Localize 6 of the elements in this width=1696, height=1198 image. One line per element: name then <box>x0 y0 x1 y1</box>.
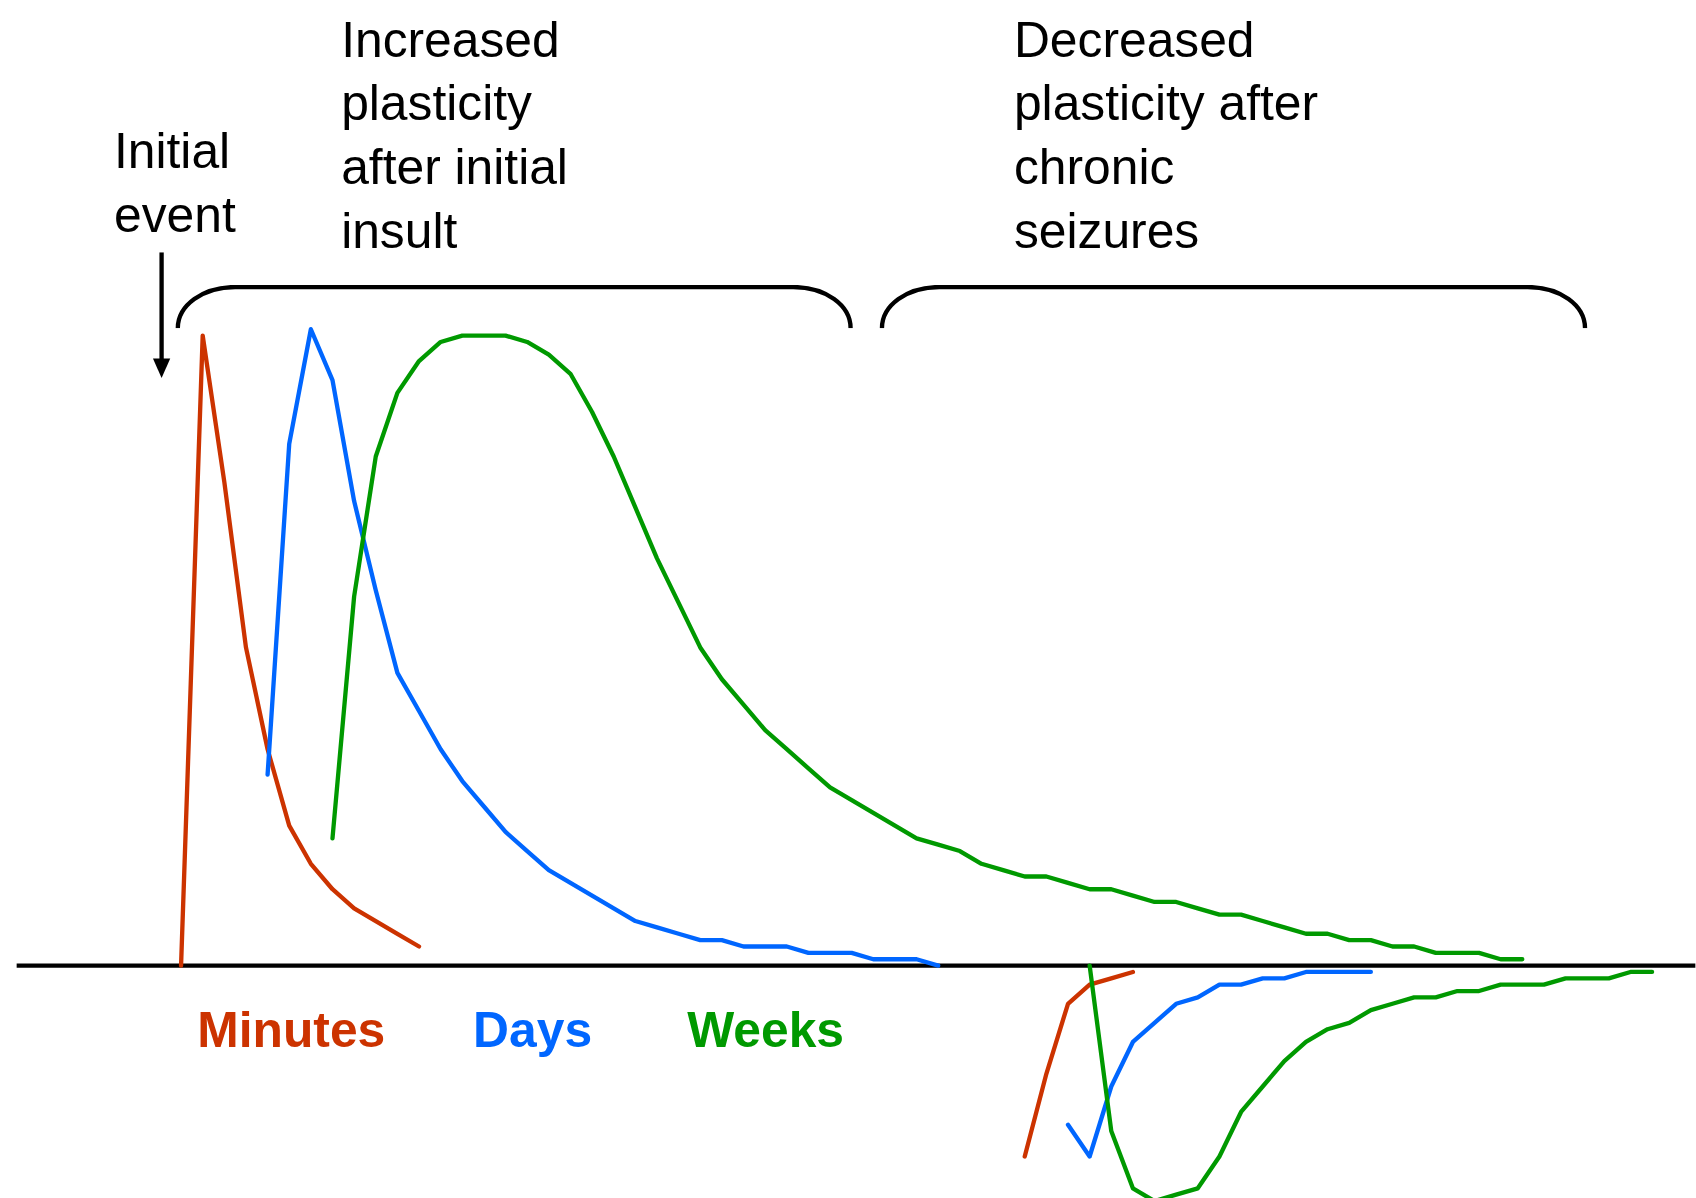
text: Increased plasticity after initial insult <box>341 10 569 261</box>
text: Initial event <box>114 121 237 245</box>
text: Decreased plasticity after chronic seizures <box>1013 10 1320 261</box>
series-label: Minutes <box>197 1001 386 1060</box>
text: Weeks <box>687 1001 845 1060</box>
series-label: Days <box>473 1001 593 1060</box>
